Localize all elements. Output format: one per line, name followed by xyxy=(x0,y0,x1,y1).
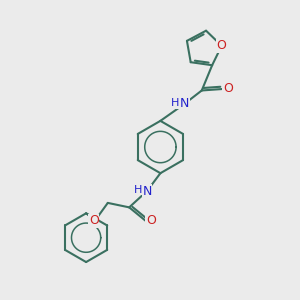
Text: H: H xyxy=(171,98,179,108)
Text: O: O xyxy=(146,214,156,227)
Text: N: N xyxy=(180,98,189,110)
Text: O: O xyxy=(89,214,99,227)
Text: O: O xyxy=(217,39,226,52)
Text: H: H xyxy=(134,184,142,194)
Text: O: O xyxy=(223,82,233,95)
Text: N: N xyxy=(142,184,152,197)
